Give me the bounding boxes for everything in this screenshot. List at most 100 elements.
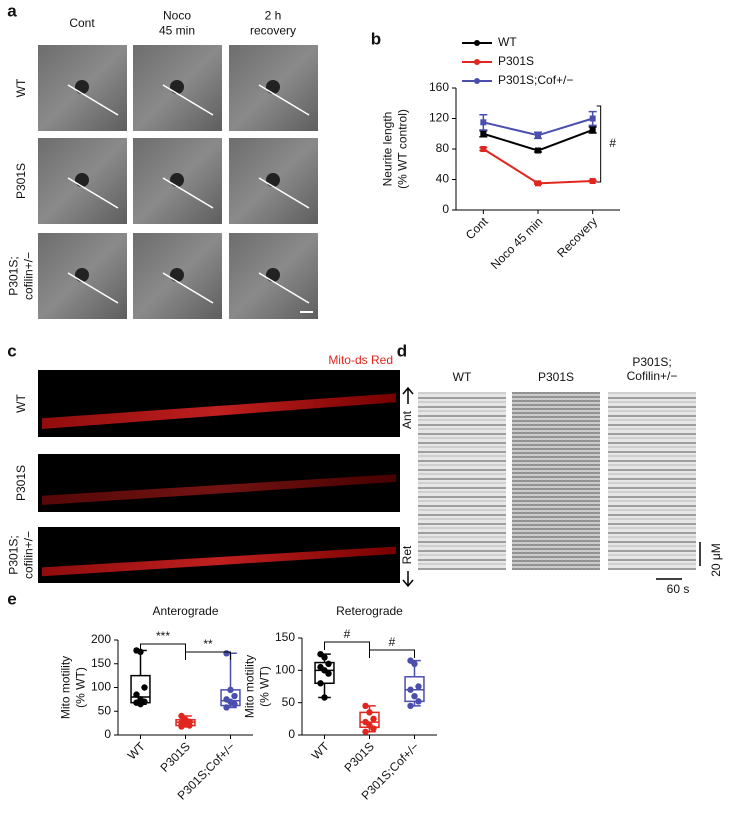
cell-body <box>266 80 280 94</box>
row-label: cofilin+/− <box>22 531 36 579</box>
data-point <box>366 709 373 716</box>
legend-marker <box>474 59 480 65</box>
marker <box>480 146 487 152</box>
legend-marker <box>474 40 480 46</box>
sig-bracket <box>324 641 370 650</box>
data-point <box>407 702 414 710</box>
scale-line <box>67 84 119 116</box>
cell-body <box>75 268 89 282</box>
column-header: Noco <box>163 9 191 23</box>
y-tick-label: 200 <box>91 632 111 646</box>
panel-label: b <box>371 29 381 48</box>
cell-body <box>170 173 184 187</box>
column-header: WT <box>453 370 472 384</box>
x-tick-label: WT <box>125 739 149 763</box>
sig-bracket <box>140 643 186 652</box>
column-header: P301S <box>538 370 574 384</box>
column-header: Cofilin+/− <box>627 369 678 383</box>
column-header: 2 h <box>265 9 282 23</box>
axis-label: Ret <box>400 545 414 564</box>
y-tick-label: 100 <box>91 680 111 694</box>
marker <box>480 119 487 126</box>
cell-body <box>170 268 184 282</box>
cell-body <box>75 80 89 94</box>
marker <box>589 178 596 185</box>
data-point <box>141 684 148 691</box>
marker <box>535 132 541 139</box>
legend-label: P301S;Cof+/− <box>498 73 573 87</box>
y-tick-label: 50 <box>282 695 296 709</box>
data-point <box>186 722 193 729</box>
row-label: P301S; <box>7 256 21 295</box>
y-axis-label: (% WT control) <box>396 109 410 189</box>
axon-signal <box>42 546 396 577</box>
legend-label: WT <box>498 35 517 49</box>
kymograph <box>512 392 600 570</box>
scale-line <box>258 272 310 304</box>
y-tick-label: 40 <box>436 172 450 186</box>
marker <box>535 147 541 154</box>
data-point <box>178 723 185 730</box>
column-header: 45 min <box>159 24 195 38</box>
data-point <box>325 660 332 668</box>
x-tick-label: P301S <box>341 739 376 774</box>
y-axis-label: Mito motility <box>243 655 257 718</box>
row-label: cofilin+/− <box>22 252 36 300</box>
annotation: # <box>609 136 616 150</box>
data-point <box>407 686 414 693</box>
row-label: P301S <box>14 163 28 199</box>
panel-label: d <box>397 341 407 360</box>
marker <box>535 180 541 187</box>
column-header: P301S; <box>632 355 671 369</box>
legend-marker <box>474 78 480 84</box>
x-tick-label: P301S <box>157 739 192 774</box>
legend-label: Mito-ds Red <box>328 353 393 367</box>
row-label: P301S <box>14 465 28 501</box>
data-point <box>411 660 418 668</box>
x-tick-label: Cont <box>463 214 491 242</box>
significance: ** <box>203 637 213 651</box>
row-label: P301S; <box>7 535 21 574</box>
scale-label: 20 μM <box>709 543 723 577</box>
y-axis-label: (% WT) <box>258 666 272 707</box>
chart-title: Reterograde <box>336 604 403 618</box>
data-point <box>362 728 369 735</box>
cell-body <box>266 268 280 282</box>
kymograph <box>608 392 696 570</box>
scale-line <box>162 84 214 116</box>
scale-line <box>258 84 310 116</box>
y-tick-label: 150 <box>275 630 295 644</box>
data-point <box>321 694 328 701</box>
data-point <box>370 715 377 723</box>
data-point <box>317 680 324 687</box>
data-point <box>178 712 185 720</box>
legend-label: P301S <box>498 54 534 68</box>
x-tick-label: WT <box>309 739 333 763</box>
kymograph <box>418 392 506 570</box>
marker <box>589 126 596 133</box>
data-point <box>321 654 328 661</box>
scale-line <box>67 177 119 209</box>
y-axis-label: (% WT) <box>74 667 88 708</box>
x-tick-label: Recovery <box>554 214 600 260</box>
data-point <box>411 693 418 700</box>
arrow <box>402 386 414 404</box>
data-point <box>325 670 332 677</box>
x-tick-label: Noco 45 min <box>488 214 546 272</box>
cell-body <box>170 80 184 94</box>
scale-line <box>162 272 214 304</box>
sig-bracket <box>185 651 231 660</box>
y-tick-label: 150 <box>91 656 111 670</box>
scale-label: 60 s <box>667 582 690 596</box>
scale-line <box>67 272 119 304</box>
marker <box>480 130 487 137</box>
cell-body <box>266 173 280 187</box>
data-point <box>223 704 230 711</box>
marker <box>589 115 596 122</box>
panel-label: e <box>7 589 16 608</box>
y-axis-label: Neurite length <box>381 112 395 187</box>
bracket <box>596 105 602 183</box>
column-header: Cont <box>69 16 95 30</box>
arrow <box>402 571 414 588</box>
